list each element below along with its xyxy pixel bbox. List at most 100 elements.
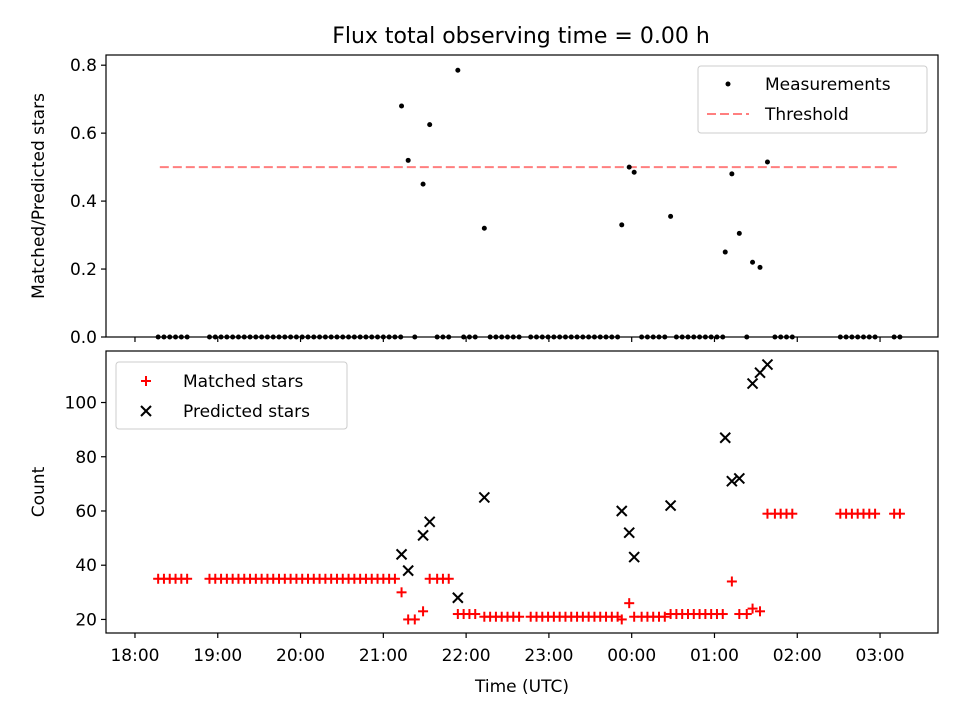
data-point [746, 377, 759, 390]
data-point [708, 334, 714, 340]
data-point [729, 171, 735, 177]
data-point [580, 334, 586, 340]
data-point [423, 516, 436, 528]
y-tick-label: 40 [75, 556, 97, 576]
legend-label: Measurements [765, 75, 891, 95]
data-point [334, 334, 340, 340]
data-point [747, 603, 758, 614]
x-tick-label: 23:00 [524, 646, 573, 666]
legend: Measurements Threshold [697, 65, 928, 134]
data-point [514, 611, 525, 622]
data-point [452, 592, 464, 604]
data-point [837, 334, 843, 340]
data-point [849, 334, 855, 340]
series-matched-stars [153, 508, 905, 625]
x-axis-label: Time (UTC) [474, 677, 569, 697]
data-point [396, 587, 407, 598]
data-point [399, 103, 405, 109]
data-point [412, 334, 418, 340]
data-point [259, 334, 265, 340]
data-point [764, 159, 770, 165]
data-point [305, 334, 311, 340]
data-point [897, 334, 903, 340]
data-point [446, 334, 452, 340]
data-point [224, 334, 230, 340]
data-point [405, 157, 411, 163]
data-point [650, 334, 656, 340]
data-point [702, 334, 708, 340]
data-point-b [452, 592, 464, 604]
data-point [551, 334, 557, 340]
y-tick-label: 0.6 [70, 124, 97, 144]
data-point [733, 472, 746, 485]
data-point [357, 334, 363, 340]
data-point [679, 334, 685, 340]
data-point [843, 334, 849, 340]
y-tick-label: 0.8 [70, 56, 97, 76]
data-point [276, 334, 282, 340]
data-point [311, 334, 317, 340]
x-tick-label: 19:00 [193, 646, 242, 666]
data-point [328, 334, 334, 340]
data-point [443, 573, 454, 584]
data-point [264, 334, 270, 340]
legend-label: Threshold [764, 105, 849, 125]
y-tick-label: 0.4 [70, 192, 97, 212]
data-point-b [719, 432, 731, 444]
axes-frame [105, 54, 939, 338]
data-point [656, 334, 662, 340]
data-point [386, 334, 392, 340]
data-point [516, 334, 522, 340]
data-point [247, 334, 253, 340]
data-point [872, 334, 878, 340]
legend: Matched stars Predicted stars [115, 361, 348, 430]
data-point [736, 230, 742, 236]
legend-marker-predicted-b [140, 405, 152, 417]
legend-label: Predicted stars [183, 402, 310, 422]
data-point [461, 334, 467, 340]
data-point [789, 334, 795, 340]
data-point [714, 334, 720, 340]
x-tick-label: 02:00 [773, 646, 822, 666]
legend-label: Matched stars [183, 372, 303, 392]
data-point [615, 334, 621, 340]
data-point [293, 334, 299, 340]
data-point [455, 67, 461, 73]
data-point [288, 334, 294, 340]
data-point [757, 264, 763, 270]
legend-marker-matched [141, 376, 151, 386]
data-point [609, 334, 615, 340]
data-point [784, 334, 790, 340]
data-point [167, 334, 173, 340]
data-point [472, 334, 478, 340]
data-point [241, 334, 247, 340]
data-point [628, 551, 640, 563]
data-point [155, 334, 161, 340]
data-point [623, 526, 635, 539]
data-point [510, 334, 516, 340]
data-point [230, 334, 236, 340]
data-point [726, 576, 737, 587]
data-point [218, 334, 224, 340]
data-point [161, 334, 167, 340]
data-point [778, 334, 784, 340]
y-tick-label: 100 [65, 394, 97, 414]
data-point [206, 334, 212, 340]
data-point [545, 334, 551, 340]
data-point [481, 225, 487, 231]
data-point [691, 334, 697, 340]
data-point [750, 259, 756, 265]
data-point [717, 609, 728, 620]
data-point [322, 334, 328, 340]
data-point-b [417, 529, 429, 542]
data-point [772, 334, 778, 340]
data-point-b [623, 526, 635, 539]
data-point [894, 508, 905, 519]
data-point [860, 334, 866, 340]
data-point [616, 505, 628, 517]
data-point [427, 122, 433, 128]
data-point [557, 334, 563, 340]
data-point [722, 249, 728, 255]
data-point [380, 334, 386, 340]
data-point [505, 334, 511, 340]
